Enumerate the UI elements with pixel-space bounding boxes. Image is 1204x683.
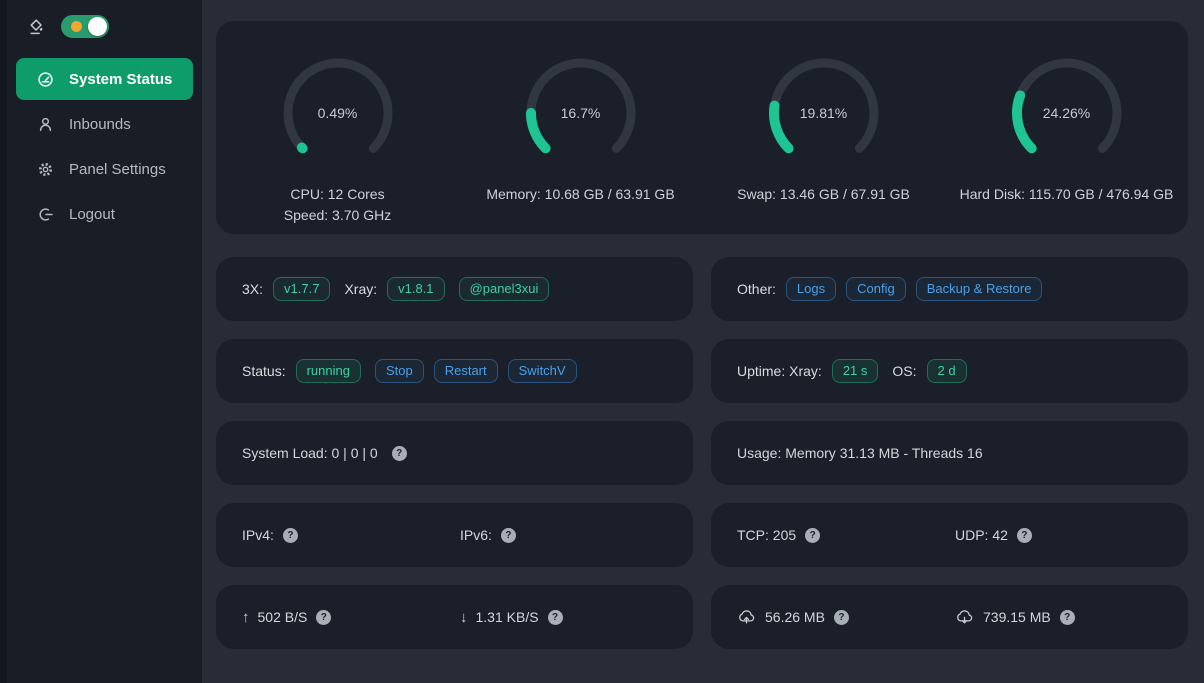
- other-card: Other: Logs Config Backup & Restore: [711, 257, 1188, 321]
- memory-label: Memory: 10.68 GB / 63.91 GB: [486, 186, 675, 202]
- xray-version-tag: v1.8.1: [387, 277, 445, 301]
- swap-label: Swap: 13.46 GB / 67.91 GB: [737, 186, 910, 202]
- disk-percent: 24.26%: [1042, 105, 1091, 121]
- upload-speed-cell: 502 B/S: [242, 609, 460, 626]
- main-content: 0.49% CPU: 12 Cores Speed: 3.70 GHz 16.7…: [202, 0, 1204, 683]
- swap-gauge: 19.81% Swap: 13.46 GB / 67.91 GB: [702, 53, 945, 205]
- cpu-speed-label: Speed: 3.70 GHz: [283, 207, 392, 223]
- usage-text: Usage: Memory 31.13 MB - Threads 16: [737, 445, 983, 461]
- restart-button[interactable]: Restart: [433, 359, 498, 383]
- os-uptime-badge: 2 d: [926, 359, 967, 383]
- backup-restore-button[interactable]: Backup & Restore: [915, 277, 1043, 301]
- cpu-gauge: 0.49% CPU: 12 Cores Speed: 3.70 GHz: [216, 53, 459, 226]
- system-overview-card: 0.49% CPU: 12 Cores Speed: 3.70 GHz 16.7…: [216, 21, 1188, 234]
- arrow-down-icon: [460, 609, 468, 626]
- sidebar-item-label: System Status: [69, 70, 173, 88]
- status-label: Status:: [242, 363, 286, 379]
- user-icon: [39, 117, 52, 131]
- connections-card: TCP: 205 UDP: 42: [711, 503, 1188, 567]
- ipv6-cell: IPv6:: [460, 527, 667, 543]
- udp-cell: UDP: 42: [955, 527, 1162, 543]
- tcp-cell: TCP: 205: [737, 527, 955, 543]
- gear-icon: [39, 162, 52, 176]
- xray-label: Xray:: [344, 281, 378, 297]
- 3x-label: 3X:: [242, 281, 264, 297]
- os-label: OS:: [892, 363, 917, 379]
- cloud-upload-icon: [739, 610, 755, 624]
- dashboard-icon: [38, 71, 53, 87]
- theme-toggle[interactable]: [61, 15, 109, 38]
- memory-percent: 16.7%: [560, 105, 601, 121]
- download-speed-cell: 1.31 KB/S: [460, 609, 667, 626]
- cloud-download-icon: [957, 610, 973, 624]
- sidebar-item-logout[interactable]: Logout: [16, 193, 193, 235]
- tcp-count: TCP: 205: [737, 527, 797, 543]
- upload-speed: 502 B/S: [257, 609, 308, 625]
- usage-card: Usage: Memory 31.13 MB - Threads 16: [711, 421, 1188, 485]
- theme-icon: [30, 18, 43, 34]
- help-icon[interactable]: [1016, 527, 1032, 543]
- sidebar-item-system-status[interactable]: System Status: [16, 58, 193, 100]
- ip-card: IPv4: IPv6:: [216, 503, 693, 567]
- uptime-xray-label: Uptime: Xray:: [737, 363, 822, 379]
- sidebar-header: [7, 0, 202, 50]
- ipv4-cell: IPv4:: [242, 527, 460, 543]
- telegram-tag[interactable]: @panel3xui: [458, 277, 550, 301]
- total-upload: 56.26 MB: [765, 609, 825, 625]
- other-label: Other:: [737, 281, 776, 297]
- ipv4-label: IPv4:: [242, 527, 274, 543]
- download-speed: 1.31 KB/S: [475, 609, 539, 625]
- cpu-label: CPU: 12 Cores: [290, 186, 385, 202]
- help-icon[interactable]: [805, 527, 821, 543]
- sun-icon: [71, 21, 82, 32]
- help-icon[interactable]: [316, 609, 332, 625]
- disk-label: Hard Disk: 115.70 GB / 476.94 GB: [959, 186, 1174, 202]
- sidebar-item-label: Logout: [69, 205, 115, 223]
- total-upload-cell: 56.26 MB: [737, 609, 955, 625]
- help-icon[interactable]: [547, 609, 563, 625]
- version-card: 3X: v1.7.7 Xray: v1.8.1 @panel3xui: [216, 257, 693, 321]
- status-badge: running: [295, 359, 361, 383]
- help-icon[interactable]: [500, 527, 516, 543]
- toggle-knob: [88, 17, 107, 36]
- logs-button[interactable]: Logs: [785, 277, 837, 301]
- stop-button[interactable]: Stop: [374, 359, 424, 383]
- net-total-card: 56.26 MB 739.15 MB: [711, 585, 1188, 649]
- swap-percent: 19.81%: [799, 105, 848, 121]
- disk-gauge: 24.26% Hard Disk: 115.70 GB / 476.94 GB: [945, 53, 1188, 205]
- help-icon[interactable]: [1059, 609, 1075, 625]
- sidebar-item-label: Panel Settings: [69, 160, 166, 178]
- cpu-percent: 0.49%: [317, 105, 358, 121]
- xray-uptime-badge: 21 s: [831, 359, 879, 383]
- switch-version-button[interactable]: SwitchV: [507, 359, 577, 383]
- uptime-card: Uptime: Xray: 21 s OS: 2 d: [711, 339, 1188, 403]
- status-card: Status: running Stop Restart SwitchV: [216, 339, 693, 403]
- ipv6-label: IPv6:: [460, 527, 492, 543]
- sidebar: System Status Inbounds Panel Settings Lo…: [0, 0, 202, 683]
- help-icon[interactable]: [282, 527, 298, 543]
- udp-count: UDP: 42: [955, 527, 1008, 543]
- logout-icon: [39, 207, 53, 221]
- help-icon[interactable]: [391, 445, 407, 461]
- memory-gauge: 16.7% Memory: 10.68 GB / 63.91 GB: [459, 53, 702, 205]
- net-speed-card: 502 B/S 1.31 KB/S: [216, 585, 693, 649]
- help-icon[interactable]: [833, 609, 849, 625]
- total-download-cell: 739.15 MB: [955, 609, 1162, 625]
- sidebar-item-panel-settings[interactable]: Panel Settings: [16, 148, 193, 190]
- sidebar-item-label: Inbounds: [69, 115, 131, 133]
- system-load-card: System Load: 0 | 0 | 0: [216, 421, 693, 485]
- system-load-text: System Load: 0 | 0 | 0: [242, 445, 378, 461]
- config-button[interactable]: Config: [846, 277, 906, 301]
- 3x-version-tag: v1.7.7: [273, 277, 331, 301]
- arrow-up-icon: [242, 609, 250, 626]
- sidebar-menu: System Status Inbounds Panel Settings Lo…: [7, 58, 202, 235]
- total-download: 739.15 MB: [983, 609, 1051, 625]
- sidebar-item-inbounds[interactable]: Inbounds: [16, 103, 193, 145]
